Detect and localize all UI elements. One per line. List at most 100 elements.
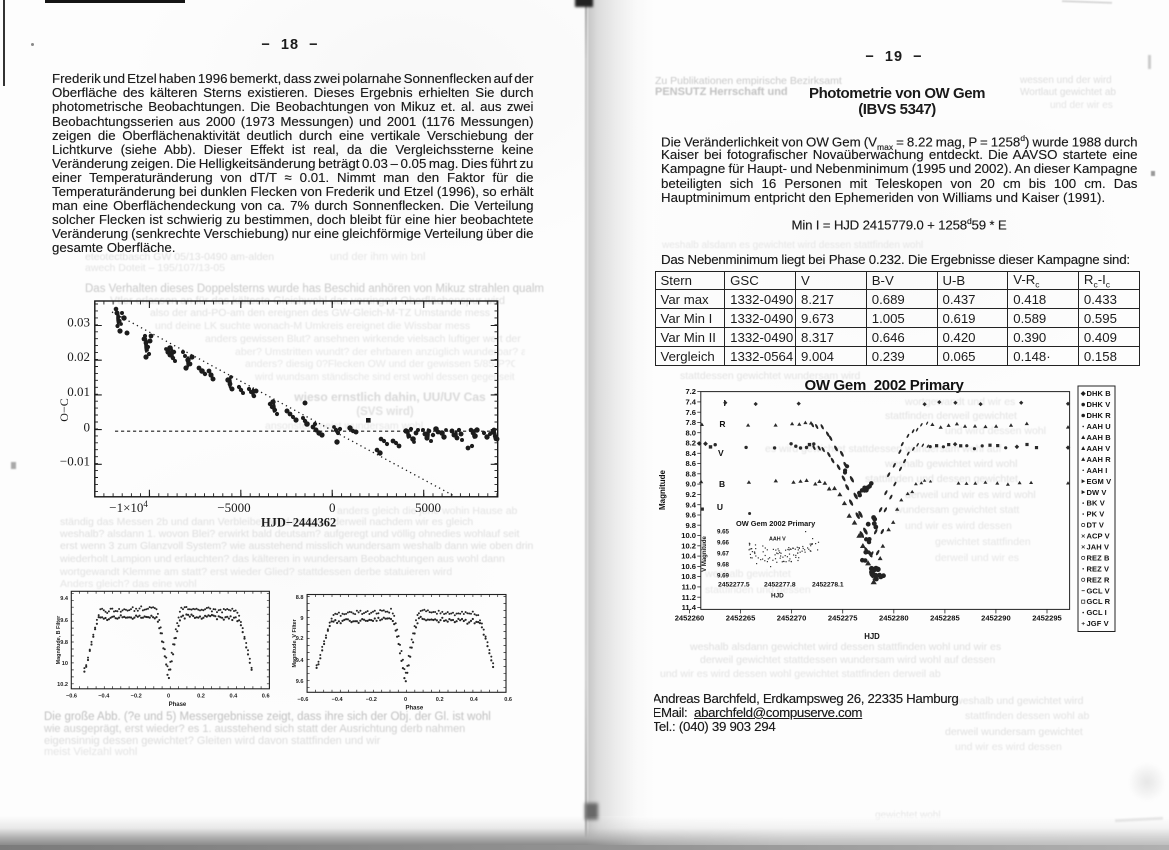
svg-text:9.6: 9.6 bbox=[60, 618, 68, 624]
svg-text:0.6: 0.6 bbox=[504, 697, 512, 703]
svg-text:JAH V: JAH V bbox=[1087, 543, 1110, 552]
svg-text:REZ V: REZ V bbox=[1087, 564, 1110, 573]
svg-text:−0.6: −0.6 bbox=[66, 694, 77, 700]
svg-text:HJD: HJD bbox=[864, 632, 880, 641]
svg-text:10.4: 10.4 bbox=[681, 552, 697, 561]
svg-text:−0.2: −0.2 bbox=[366, 697, 377, 703]
svg-text:2452295: 2452295 bbox=[1032, 614, 1062, 623]
svg-text:GCL V: GCL V bbox=[1087, 586, 1110, 595]
svg-text:0.6: 0.6 bbox=[262, 694, 270, 700]
svg-text:Magnitude, V Filter: Magnitude, V Filter bbox=[292, 618, 298, 667]
svg-text:GCL R: GCL R bbox=[1087, 597, 1111, 606]
svg-text:DHK R: DHK R bbox=[1087, 411, 1112, 420]
svg-text:OW Gem 2002 Primary: OW Gem 2002 Primary bbox=[736, 519, 816, 528]
svg-text:9.4: 9.4 bbox=[60, 596, 69, 602]
svg-text:BK V: BK V bbox=[1087, 499, 1105, 508]
svg-text:10.0: 10.0 bbox=[681, 531, 696, 540]
svg-text:AAH U: AAH U bbox=[1087, 422, 1111, 431]
svg-text:0.03: 0.03 bbox=[67, 315, 90, 330]
svg-text:DT V: DT V bbox=[1087, 521, 1104, 530]
svg-text:0: 0 bbox=[167, 694, 170, 700]
svg-text:9.6: 9.6 bbox=[296, 679, 304, 685]
svg-text:9.2: 9.2 bbox=[685, 490, 696, 499]
svg-text:V: V bbox=[718, 448, 724, 458]
svg-text:V Magnitude: V Magnitude bbox=[702, 536, 708, 572]
svg-text:ACP V: ACP V bbox=[1087, 532, 1110, 541]
svg-text:8.8: 8.8 bbox=[685, 469, 696, 478]
svg-text:9.68: 9.68 bbox=[717, 562, 730, 569]
svg-text:Phase: Phase bbox=[406, 706, 424, 712]
svg-text:7.6: 7.6 bbox=[685, 408, 696, 417]
svg-text:−0.01: −0.01 bbox=[60, 453, 90, 468]
svg-text:2452285: 2452285 bbox=[930, 614, 960, 623]
svg-text:GCL I: GCL I bbox=[1087, 608, 1107, 617]
svg-text:10.6: 10.6 bbox=[681, 562, 696, 571]
svg-text:2452265: 2452265 bbox=[726, 614, 756, 623]
svg-text:9.6: 9.6 bbox=[685, 511, 696, 520]
svg-text:9.4: 9.4 bbox=[685, 500, 696, 509]
svg-text:2452277.5: 2452277.5 bbox=[718, 582, 750, 589]
svg-text:EGM V: EGM V bbox=[1087, 477, 1112, 486]
svg-text:0: 0 bbox=[84, 420, 91, 435]
svg-text:REZ R: REZ R bbox=[1087, 575, 1110, 584]
svg-text:0.2: 0.2 bbox=[197, 694, 205, 700]
svg-text:9.8: 9.8 bbox=[60, 640, 68, 646]
svg-text:B: B bbox=[719, 479, 725, 489]
svg-text:DHK V: DHK V bbox=[1087, 400, 1111, 409]
svg-text:Magnitude: Magnitude bbox=[658, 469, 667, 510]
svg-text:8.8: 8.8 bbox=[296, 595, 304, 601]
svg-text:0.01: 0.01 bbox=[67, 384, 90, 399]
svg-text:DW V: DW V bbox=[1087, 488, 1107, 497]
svg-text:0.2: 0.2 bbox=[436, 697, 444, 703]
svg-text:9: 9 bbox=[300, 616, 303, 622]
svg-text:−0.6: −0.6 bbox=[297, 697, 308, 703]
svg-text:Phase: Phase bbox=[169, 702, 187, 708]
svg-text:11.0: 11.0 bbox=[682, 583, 696, 592]
svg-text:9.0: 9.0 bbox=[685, 480, 696, 489]
svg-text:−0.4: −0.4 bbox=[332, 697, 344, 703]
svg-text:7.8: 7.8 bbox=[685, 418, 696, 427]
svg-text:DHK B: DHK B bbox=[1087, 389, 1112, 398]
svg-text:2452280: 2452280 bbox=[879, 614, 909, 623]
svg-text:2452270: 2452270 bbox=[777, 614, 807, 623]
svg-text:9.65: 9.65 bbox=[717, 529, 730, 536]
svg-text:10: 10 bbox=[62, 661, 68, 667]
svg-text:8.2: 8.2 bbox=[685, 439, 696, 448]
svg-text:8.4: 8.4 bbox=[685, 449, 696, 458]
svg-text:9.69: 9.69 bbox=[717, 573, 730, 580]
svg-text:R: R bbox=[719, 419, 725, 429]
svg-text:AAH V: AAH V bbox=[1087, 444, 1111, 453]
svg-text:9.4: 9.4 bbox=[296, 658, 305, 664]
svg-text:−0.4: −0.4 bbox=[98, 694, 110, 700]
svg-text:2452260: 2452260 bbox=[675, 614, 705, 623]
svg-text:HJD: HJD bbox=[771, 593, 784, 600]
svg-text:0.4: 0.4 bbox=[470, 697, 479, 703]
svg-text:7.4: 7.4 bbox=[685, 398, 696, 407]
svg-text:10.2: 10.2 bbox=[681, 541, 696, 550]
svg-text:10.2: 10.2 bbox=[57, 682, 68, 688]
svg-text:AAH V: AAH V bbox=[769, 537, 786, 543]
svg-text:−5000: −5000 bbox=[217, 500, 250, 515]
svg-text:2452278.1: 2452278.1 bbox=[812, 582, 844, 589]
svg-text:JGF V: JGF V bbox=[1087, 619, 1109, 628]
svg-text:−0.2: −0.2 bbox=[131, 694, 142, 700]
svg-text:0.4: 0.4 bbox=[230, 694, 239, 700]
svg-text:0.02: 0.02 bbox=[67, 349, 90, 364]
svg-text:8.6: 8.6 bbox=[685, 459, 696, 468]
svg-text:9.8: 9.8 bbox=[685, 521, 696, 530]
svg-text:2452277.8: 2452277.8 bbox=[764, 582, 796, 589]
svg-text:AAH R: AAH R bbox=[1087, 455, 1112, 464]
svg-text:O−C: O−C bbox=[57, 398, 71, 421]
svg-text:9.2: 9.2 bbox=[296, 636, 304, 642]
svg-text:2452290: 2452290 bbox=[981, 614, 1011, 623]
svg-text:2452275: 2452275 bbox=[828, 614, 858, 623]
svg-text:AAH B: AAH B bbox=[1087, 433, 1112, 442]
svg-text:0: 0 bbox=[404, 697, 407, 703]
svg-text:−1×104: −1×104 bbox=[109, 499, 148, 515]
svg-text:Magnitude, B Filter: Magnitude, B Filter bbox=[56, 615, 62, 664]
svg-text:5000: 5000 bbox=[415, 500, 441, 515]
svg-text:AAH I: AAH I bbox=[1087, 466, 1108, 475]
svg-text:9.67: 9.67 bbox=[717, 551, 730, 558]
svg-text:8.0: 8.0 bbox=[685, 428, 696, 437]
svg-text:11.4: 11.4 bbox=[682, 603, 697, 612]
